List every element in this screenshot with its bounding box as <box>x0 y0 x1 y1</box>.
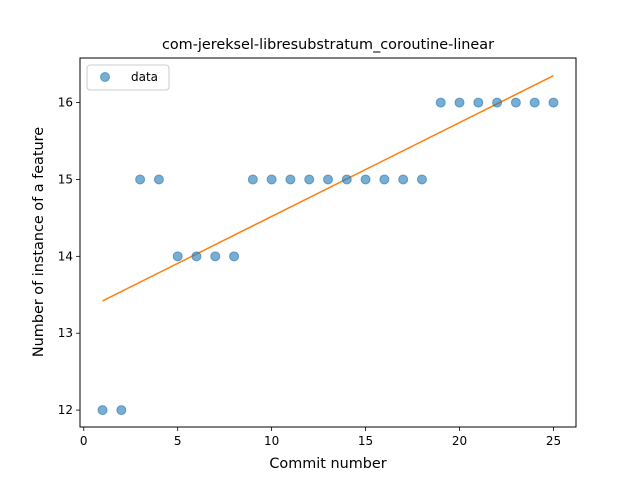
data-point <box>435 97 446 108</box>
y-tick-label: 12 <box>58 403 73 417</box>
data-point <box>529 97 540 108</box>
data-point <box>191 251 202 262</box>
data-point <box>360 174 371 185</box>
legend-marker-data <box>100 72 110 82</box>
data-point <box>492 97 503 108</box>
data-point <box>454 97 465 108</box>
x-tick-label: 5 <box>174 434 182 448</box>
legend-box <box>86 64 170 91</box>
x-tick-label: 25 <box>546 434 561 448</box>
data-point <box>379 174 390 185</box>
x-axis-label: Commit number <box>269 456 386 472</box>
data-point <box>510 97 521 108</box>
y-tick-label: 16 <box>58 96 73 110</box>
data-point <box>135 174 146 185</box>
data-point <box>398 174 409 185</box>
data-point <box>285 174 296 185</box>
data-point <box>247 174 258 185</box>
data-point <box>304 174 315 185</box>
data-layer <box>97 75 559 416</box>
y-tick-label: 13 <box>58 326 73 340</box>
y-tick-label: 14 <box>58 249 73 263</box>
y-axis-label: Number of instance of a feature <box>31 127 47 357</box>
x-tick-label: 15 <box>358 434 373 448</box>
data-point <box>473 97 484 108</box>
data-point <box>116 405 127 416</box>
trend-line <box>102 75 554 302</box>
y-axis: 12 13 14 15 16 <box>58 96 80 417</box>
data-point <box>229 251 240 262</box>
x-tick-label: 20 <box>452 434 467 448</box>
legend: data <box>86 64 170 91</box>
legend-label-data: data <box>131 70 158 84</box>
x-tick-label: 10 <box>264 434 279 448</box>
data-point <box>548 97 559 108</box>
data-point <box>210 251 221 262</box>
x-tick-label: 0 <box>80 434 88 448</box>
data-point <box>341 174 352 185</box>
data-point <box>323 174 333 185</box>
y-tick-label: 15 <box>58 172 73 186</box>
data-point <box>416 174 427 185</box>
data-point <box>172 251 183 262</box>
plot-area <box>79 57 577 428</box>
x-axis: 0 5 10 15 20 25 <box>80 427 561 448</box>
data-point <box>153 174 164 185</box>
data-point <box>266 174 277 185</box>
chart-title: com-jereksel-libresubstratum_coroutine-l… <box>162 37 494 53</box>
data-point <box>97 405 108 416</box>
